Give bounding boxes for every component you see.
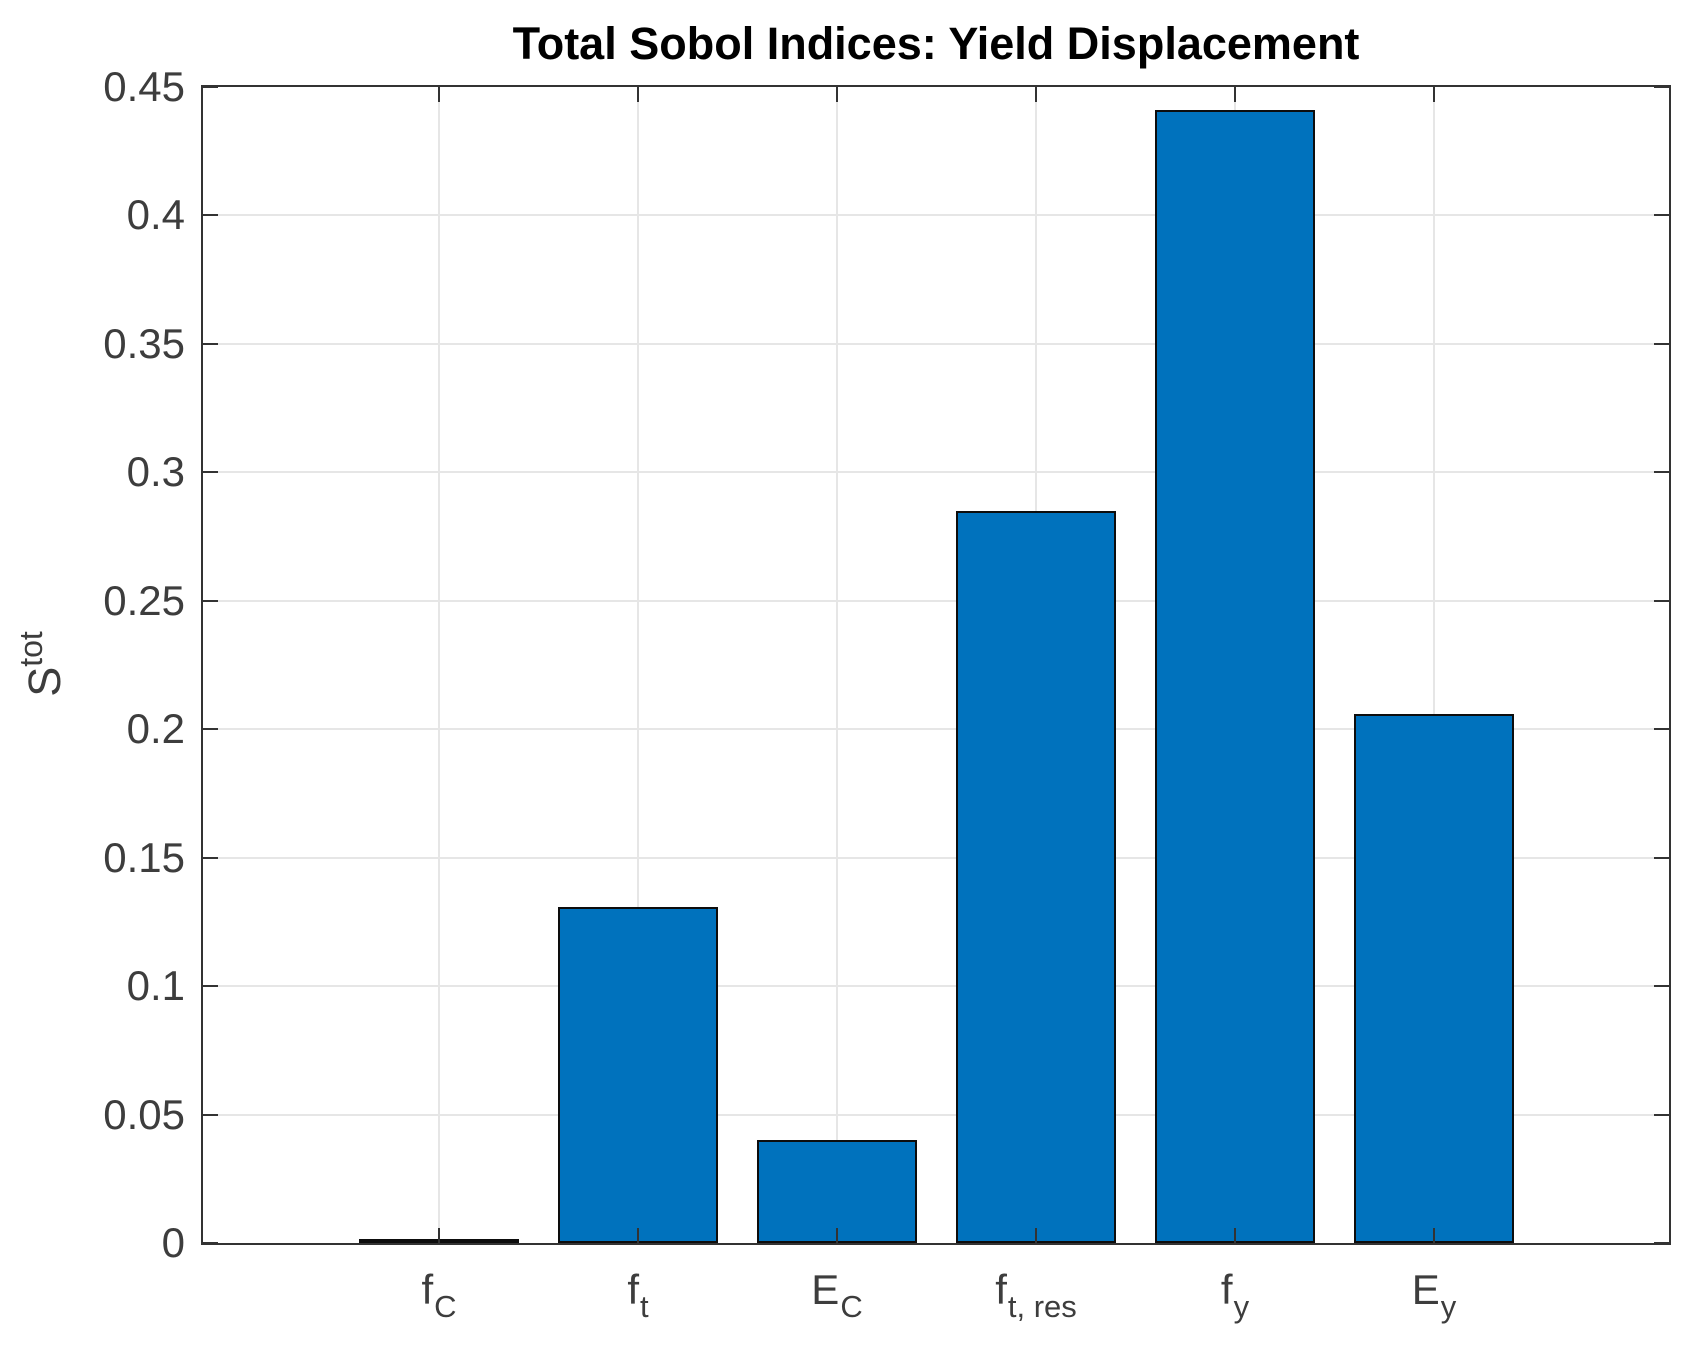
bar-f-y xyxy=(1155,110,1315,1243)
x-tick-label: fy xyxy=(1115,1266,1355,1325)
x-tick-top xyxy=(637,87,639,102)
y-tick-left xyxy=(203,985,218,988)
y-tick-right xyxy=(1654,471,1669,474)
bar-f-t xyxy=(558,906,718,1243)
y-tick-label: 0.25 xyxy=(103,576,185,624)
x-tick-label: fC xyxy=(319,1266,559,1325)
x-tick-label-main: E xyxy=(1411,1266,1440,1313)
y-tick-right xyxy=(1654,728,1669,731)
y-gridline xyxy=(203,342,1669,345)
y-tick-label: 0.15 xyxy=(103,833,185,881)
y-tick-right xyxy=(1654,599,1669,602)
y-tick-left xyxy=(203,1113,218,1116)
y-tick-left xyxy=(203,86,218,88)
y-tick-right xyxy=(1654,1242,1669,1244)
y-tick-right xyxy=(1654,1113,1669,1116)
x-tick-top xyxy=(1035,87,1037,102)
y-tick-left xyxy=(203,1242,218,1244)
x-tick-label-main: f xyxy=(627,1266,640,1313)
y-tick-right xyxy=(1654,342,1669,345)
x-tick-bottom xyxy=(438,1228,440,1243)
x-tick-bottom xyxy=(637,1228,639,1243)
y-tick-right xyxy=(1654,86,1669,88)
x-tick-label: EC xyxy=(717,1266,957,1325)
x-tick-label: ft xyxy=(518,1266,758,1325)
x-gridline xyxy=(836,87,838,1243)
x-tick-label-main: E xyxy=(811,1266,840,1313)
x-tick-label-subscript: C xyxy=(434,1289,457,1324)
x-tick-label-subscript: C xyxy=(840,1289,863,1324)
y-tick-right xyxy=(1654,856,1669,859)
x-gridline xyxy=(637,87,639,1243)
y-gridline xyxy=(203,985,1669,988)
y-tick-label: 0.3 xyxy=(126,448,185,496)
y-axis-label: Stot xyxy=(13,631,71,697)
x-tick-label-subscript: y xyxy=(1440,1289,1457,1324)
y-tick-left xyxy=(203,471,218,474)
y-tick-label: 0.2 xyxy=(126,705,185,753)
x-tick-label: ft, res xyxy=(916,1266,1156,1325)
y-tick-left xyxy=(203,214,218,217)
plot-area xyxy=(201,85,1671,1245)
y-tick-label: 0.1 xyxy=(126,962,185,1010)
x-tick-label: Ey xyxy=(1314,1266,1554,1325)
y-tick-right xyxy=(1654,985,1669,988)
y-axis-label-superscript: tot xyxy=(13,631,49,667)
x-tick-top xyxy=(1433,87,1435,102)
x-tick-bottom xyxy=(1035,1228,1037,1243)
y-tick-label: 0.4 xyxy=(126,191,185,239)
bar-E-y xyxy=(1354,713,1514,1243)
y-tick-label: 0 xyxy=(161,1219,185,1266)
x-tick-bottom xyxy=(836,1228,838,1243)
y-tick-label: 0.45 xyxy=(103,63,185,110)
x-tick-label-main: f xyxy=(1220,1266,1233,1313)
x-tick-label-subscript: y xyxy=(1233,1289,1250,1324)
chart-title: Total Sobol Indices: Yield Displacement xyxy=(512,18,1360,69)
y-gridline xyxy=(203,214,1669,217)
x-tick-label-subscript: t, res xyxy=(1007,1289,1077,1324)
y-tick-left xyxy=(203,342,218,345)
y-gridline xyxy=(203,728,1669,731)
x-tick-label-subscript: t xyxy=(640,1289,649,1324)
bar-f-t-res xyxy=(956,510,1116,1243)
y-tick-label: 0.05 xyxy=(103,1090,185,1138)
x-tick-label-main: f xyxy=(995,1266,1007,1313)
x-tick-bottom xyxy=(1433,1228,1435,1243)
y-tick-right xyxy=(1654,214,1669,217)
x-gridline xyxy=(1433,87,1435,1243)
y-gridline xyxy=(203,471,1669,474)
x-tick-top xyxy=(438,87,440,102)
y-tick-label: 0.35 xyxy=(103,319,185,367)
y-gridline xyxy=(203,1113,1669,1116)
x-tick-top xyxy=(1234,87,1236,102)
x-tick-bottom xyxy=(1234,1228,1236,1243)
bar-E-C xyxy=(757,1140,917,1243)
y-tick-left xyxy=(203,728,218,731)
y-gridline xyxy=(203,599,1669,602)
x-gridline xyxy=(438,87,440,1243)
x-tick-top xyxy=(836,87,838,102)
y-tick-left xyxy=(203,856,218,859)
x-tick-label-main: f xyxy=(421,1266,434,1313)
y-axis-label-base: S xyxy=(19,666,70,697)
y-gridline xyxy=(203,856,1669,859)
y-tick-left xyxy=(203,599,218,602)
